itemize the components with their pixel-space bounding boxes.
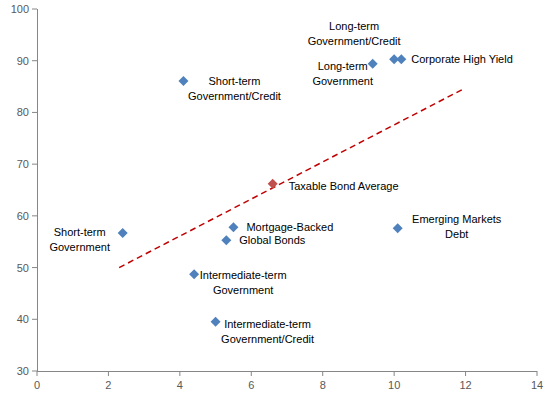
point-label-line: Emerging Markets	[412, 213, 502, 225]
y-tick	[32, 9, 37, 10]
y-tick-label: 70	[17, 158, 29, 170]
point-label-line: Debt	[445, 228, 468, 240]
y-tick	[32, 112, 37, 113]
scatter-point	[228, 222, 238, 232]
x-tick	[251, 371, 252, 376]
point-label-line: Corporate High Yield	[411, 53, 513, 65]
point-label-line: Intermediate-term	[224, 318, 311, 330]
point-label-line: Taxable Bond Average	[289, 180, 399, 192]
scatter-point	[189, 269, 199, 279]
point-label: Taxable Bond Average	[289, 180, 399, 192]
point-label-line: Global Bonds	[239, 234, 306, 246]
point-label-line: Short-term	[208, 75, 260, 87]
point-label: Intermediate-term Government	[200, 269, 287, 296]
point-label: Emerging Markets Debt	[412, 213, 502, 240]
x-tick	[465, 371, 466, 376]
x-tick	[37, 371, 38, 376]
point-label: Global Bonds	[239, 234, 306, 246]
x-axis-line	[37, 371, 537, 372]
trend-line	[119, 90, 462, 268]
scatter-point	[396, 54, 406, 64]
x-tick-label: 12	[459, 379, 471, 391]
point-label-line: Mortgage-Backed	[246, 221, 333, 233]
point-label-line: Government/Credit	[188, 90, 281, 102]
point-label-line: Short-term	[54, 226, 106, 238]
point-label-line: Long-term	[329, 20, 379, 32]
scatter-point	[368, 59, 378, 69]
x-tick-label: 0	[34, 379, 40, 391]
y-tick	[32, 267, 37, 268]
point-label: Intermediate-term Government/Credit	[221, 318, 314, 345]
point-label-line: Government	[49, 241, 110, 253]
y-tick-label: 50	[17, 262, 29, 274]
point-label: Corporate High Yield	[411, 53, 513, 65]
y-tick-label: 30	[17, 365, 29, 377]
scatter-point	[118, 228, 128, 238]
scatter-point	[393, 223, 403, 233]
x-tick	[322, 371, 323, 376]
point-label-line: Government	[213, 284, 274, 296]
point-label: Short-term Government	[49, 226, 110, 253]
x-tick-label: 10	[388, 379, 400, 391]
y-tick-label: 80	[17, 106, 29, 118]
point-label: Short-term Government/Credit	[188, 75, 281, 102]
y-tick-label: 60	[17, 210, 29, 222]
point-label-line: Government	[312, 75, 373, 87]
point-label-line: Government/Credit	[221, 333, 314, 345]
x-tick-label: 4	[177, 379, 183, 391]
y-tick	[32, 215, 37, 216]
point-label: Long-term Government/Credit	[308, 20, 401, 47]
x-tick-label: 8	[320, 379, 326, 391]
point-labels: Short-term Government/Credit Long-term Gove…	[49, 20, 512, 345]
x-tick	[394, 371, 395, 376]
y-tick	[32, 164, 37, 165]
y-tick	[32, 371, 37, 372]
y-tick-label: 40	[17, 313, 29, 325]
point-label: Long-term Government	[312, 60, 373, 87]
scatter-point	[211, 317, 221, 327]
scatter-point	[178, 76, 188, 86]
x-tick-label: 14	[531, 379, 543, 391]
point-label-line: Intermediate-term	[200, 269, 287, 281]
x-tick	[537, 371, 538, 376]
x-tick-label: 2	[105, 379, 111, 391]
x-tick	[179, 371, 180, 376]
y-tick-label: 90	[17, 55, 29, 67]
x-tick-label: 6	[248, 379, 254, 391]
y-tick-label: 100	[11, 3, 29, 15]
point-label-line: Long-term	[318, 60, 368, 72]
y-axis-line	[37, 9, 38, 371]
x-tick	[108, 371, 109, 376]
point-label-line: Government/Credit	[308, 35, 401, 47]
scatter-point	[268, 179, 278, 189]
marks	[118, 54, 462, 327]
y-tick	[32, 60, 37, 61]
y-tick	[32, 319, 37, 320]
scatter-point	[221, 235, 231, 245]
chart: 0 2 4 6 8 10 12 14 30 40 50 60 70 80 90 100 Short-term Go…	[0, 0, 550, 399]
point-label: Mortgage-Backed	[246, 221, 333, 233]
